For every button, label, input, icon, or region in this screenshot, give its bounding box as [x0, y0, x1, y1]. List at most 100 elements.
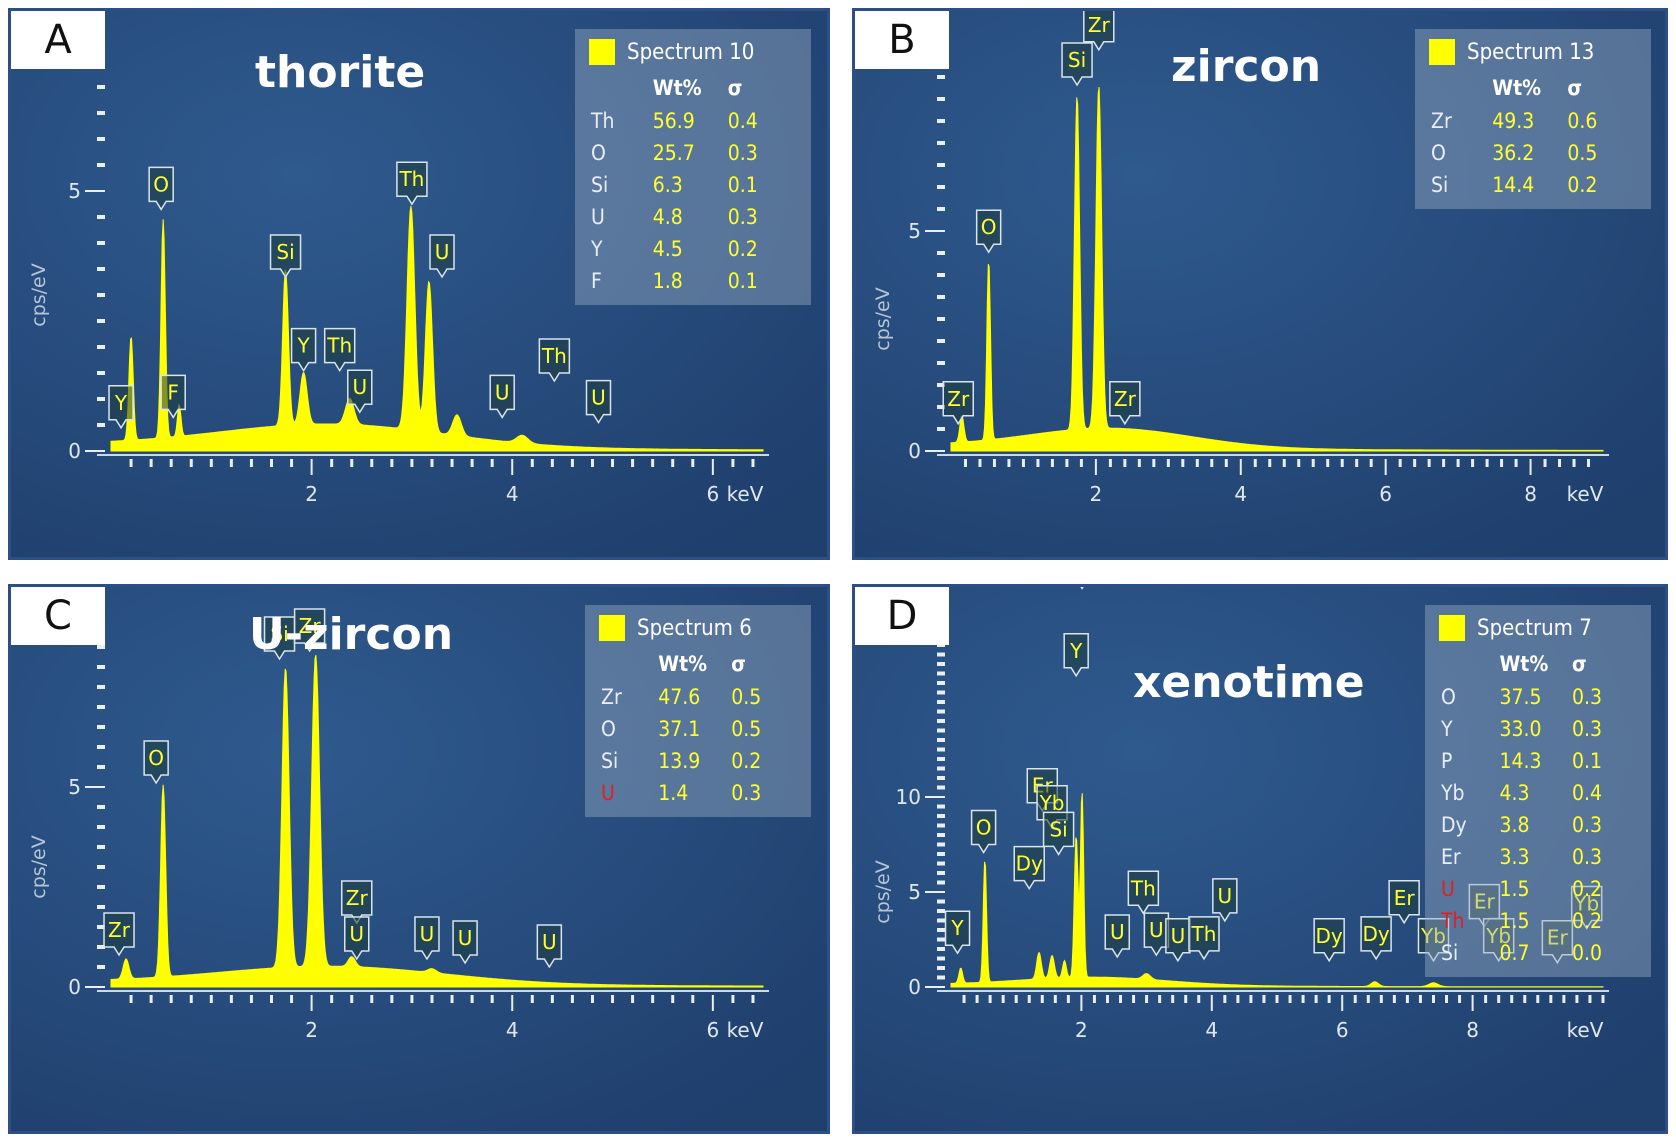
table-row: P 14.3 0.1	[1439, 745, 1637, 777]
panel-title: zircon	[1171, 41, 1322, 92]
svg-text:Yb: Yb	[1039, 791, 1065, 815]
peak-label: Si	[269, 234, 302, 279]
peak-label: U	[414, 916, 440, 961]
svg-text:F: F	[167, 380, 179, 404]
peak-label: O	[970, 809, 997, 854]
sigma-value: 0.3	[727, 205, 758, 229]
weight-percent: 37.1	[658, 717, 701, 741]
x-unit-label: keV	[727, 1018, 764, 1042]
weight-percent: 1.4	[658, 781, 689, 805]
legend-box: Spectrum 6 Wt% σ Zr 47.6 0.5 O 37.1 0.5 Si 13.9 0.…	[585, 605, 811, 817]
svg-text:Er: Er	[1394, 886, 1416, 910]
header-wt: Wt%	[1499, 652, 1549, 676]
svg-text:U: U	[591, 386, 606, 410]
peak-label: Th	[323, 327, 356, 373]
svg-text:O: O	[153, 172, 169, 196]
sigma-value: 0.3	[1572, 845, 1603, 869]
table-row: Zr 49.3 0.6	[1429, 105, 1637, 137]
weight-percent: 0.7	[1499, 941, 1530, 965]
svg-text:U: U	[1171, 924, 1186, 948]
y-tick-label: 5	[68, 179, 81, 203]
peak-label: Zr	[341, 880, 373, 925]
panel-letter: A	[11, 11, 105, 69]
table-row: Zr 47.6 0.5	[599, 681, 797, 713]
y-tick-label: 0	[908, 439, 921, 463]
svg-text:Zr: Zr	[299, 614, 322, 638]
table-row: Si 13.9 0.2	[599, 745, 797, 777]
peak-label: Zr	[942, 381, 974, 426]
header-blank	[589, 71, 653, 105]
element-symbol: Si	[601, 749, 619, 773]
sigma-value: 0.1	[1572, 749, 1603, 773]
table-row: O 25.7 0.3	[589, 137, 797, 169]
legend-header-row: Wt% σ	[1439, 647, 1637, 681]
composition-table: Wt% σ Zr 49.3 0.6 O 36.2 0.5 Si 14.4 0.2	[1429, 71, 1637, 201]
table-row: U 1.4 0.3	[599, 777, 797, 809]
y-tick-label: 5	[68, 775, 81, 799]
element-symbol: F	[591, 269, 602, 293]
sigma-value: 0.2	[1567, 173, 1598, 197]
sigma-value: 0.3	[727, 141, 758, 165]
composition-table: Wt% σ Th 56.9 0.4 O 25.7 0.3 Si 6.3 0.1 U 4.8 0.3 Y 4.5…	[589, 71, 797, 297]
panel-title: U-zircon	[249, 609, 454, 660]
table-row: Dy 3.8 0.3	[1439, 809, 1637, 841]
sigma-value: 0.2	[1572, 877, 1603, 901]
peak-label: O	[975, 209, 1002, 254]
spectrum-swatch	[1429, 39, 1455, 65]
svg-text:Zr: Zr	[108, 918, 131, 942]
weight-percent: 1.5	[1499, 877, 1530, 901]
y-tick-label: 5	[908, 219, 921, 243]
weight-percent: 1.5	[1499, 909, 1530, 933]
element-symbol: Y	[591, 237, 603, 261]
sigma-value: 0.1	[727, 173, 758, 197]
spectrum-name: Spectrum 6	[637, 615, 752, 641]
spectrum-swatch	[599, 615, 625, 641]
peak-label: Zr	[1083, 11, 1115, 52]
x-tick-label: 6	[706, 1018, 719, 1042]
svg-text:U: U	[1110, 920, 1125, 944]
header-wt: Wt%	[658, 652, 708, 676]
svg-text:O: O	[981, 215, 997, 239]
svg-text:Si: Si	[270, 622, 288, 646]
plot-background	[11, 587, 827, 1131]
legend-header-row: Wt% σ	[1429, 71, 1637, 105]
svg-text:Si: Si	[1068, 48, 1086, 72]
svg-text:Y: Y	[296, 334, 310, 358]
table-row: Th 56.9 0.4	[589, 105, 797, 137]
table-row: O 36.2 0.5	[1429, 137, 1637, 169]
table-row: O 37.1 0.5	[599, 713, 797, 745]
svg-text:Yb: Yb	[1420, 924, 1446, 948]
sigma-value: 0.5	[731, 717, 762, 741]
x-tick-label: 4	[1234, 482, 1247, 506]
element-symbol: Si	[1431, 173, 1449, 197]
x-tick-label: 6	[706, 482, 719, 506]
sigma-value: 0.1	[727, 269, 758, 293]
sigma-value: 0.5	[1567, 141, 1598, 165]
weight-percent: 6.3	[652, 173, 683, 197]
weight-percent: 14.4	[1492, 173, 1535, 197]
x-tick-label: 8	[1466, 1018, 1479, 1042]
table-row: O 37.5 0.3	[1439, 681, 1637, 713]
peak-label: Er	[1541, 919, 1574, 965]
peak-label: O	[148, 166, 174, 211]
legend-box: Spectrum 10 Wt% σ Th 56.9 0.4 O 25.7 0.3 Si 6.3 0.…	[575, 29, 811, 305]
table-row: Y 4.5 0.2	[589, 233, 797, 265]
svg-text:Th: Th	[541, 344, 567, 368]
sigma-value: 0.0	[1572, 941, 1603, 965]
svg-text:Dy: Dy	[1362, 922, 1389, 946]
element-symbol: Y	[1441, 717, 1453, 741]
x-tick-label: 2	[305, 482, 318, 506]
weight-percent: 14.3	[1499, 749, 1542, 773]
peak-label: Si	[1061, 42, 1093, 87]
svg-text:Zr: Zr	[1114, 387, 1137, 411]
legend-box: Spectrum 7 Wt% σ O 37.5 0.3 Y 33.0 0.3 P 14.3 0.1 Y…	[1425, 605, 1651, 977]
legend-header-row: Wt% σ	[599, 647, 797, 681]
weight-percent: 36.2	[1492, 141, 1535, 165]
peak-label: Y	[944, 910, 971, 955]
svg-text:O: O	[148, 746, 164, 770]
sigma-value: 0.3	[1572, 717, 1603, 741]
element-symbol: Er	[1441, 845, 1461, 869]
element-symbol: Th	[591, 109, 615, 133]
element-symbol: Th	[1441, 909, 1465, 933]
